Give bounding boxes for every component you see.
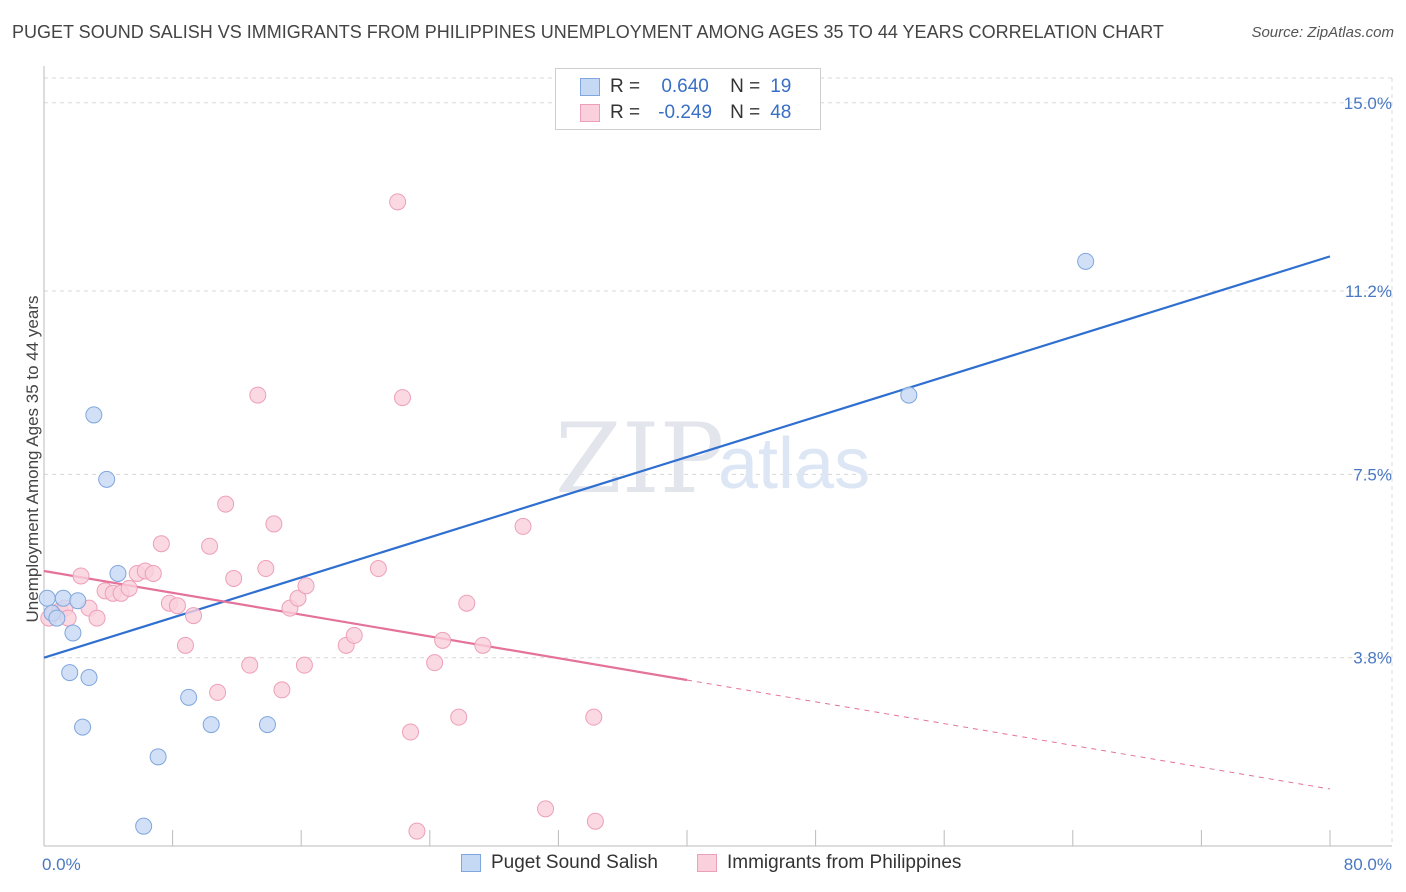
point-philippines — [474, 636, 492, 654]
series-label-salish: Puget Sound Salish — [491, 852, 658, 873]
point-salish — [48, 609, 66, 627]
point-salish — [80, 669, 98, 687]
y-tick-label: 3.8% — [1353, 649, 1392, 668]
point-philippines — [201, 537, 219, 555]
legend-row-salish: R = 0.640 N = 19 — [580, 75, 791, 99]
point-salish — [64, 624, 82, 642]
point-salish — [109, 564, 127, 582]
legend-n-label: N = — [730, 102, 761, 123]
point-salish — [98, 470, 116, 488]
point-philippines — [176, 636, 194, 654]
point-philippines — [72, 567, 90, 585]
legend-swatch-philippines — [580, 104, 600, 122]
point-philippines — [389, 193, 407, 211]
legend-r-label: R = — [610, 102, 641, 123]
legend-n-value: 48 — [770, 102, 792, 123]
point-philippines — [434, 631, 452, 649]
trendline-philippines-extension — [686, 679, 1331, 790]
point-philippines — [458, 594, 476, 612]
point-philippines — [586, 812, 604, 830]
point-philippines — [537, 800, 555, 818]
point-philippines — [120, 579, 138, 597]
trendline-salish — [43, 255, 1331, 659]
legend-r-value: -0.249 — [658, 102, 713, 123]
point-philippines — [144, 564, 162, 582]
ticks-layer: 3.8% 7.5% 11.2% 15.0% 0.0% 80.0% — [42, 94, 1392, 874]
points-layer — [38, 193, 1095, 840]
axes-layer — [43, 66, 1392, 847]
legend-r-value: 0.640 — [661, 76, 709, 97]
y-tick-label: 15.0% — [1344, 94, 1392, 113]
point-salish — [85, 406, 103, 424]
y-tick-label: 11.2% — [1345, 282, 1392, 301]
series-label-philippines: Immigrants from Philippines — [727, 852, 962, 873]
point-philippines — [257, 560, 275, 578]
point-salish — [258, 716, 276, 734]
point-salish — [61, 664, 79, 682]
point-salish — [54, 589, 72, 607]
series-legend-salish: Puget Sound Salish — [461, 852, 658, 874]
trendline-philippines — [43, 569, 688, 682]
point-philippines — [152, 535, 170, 553]
point-philippines — [426, 654, 444, 672]
chart-title: PUGET SOUND SALISH VS IMMIGRANTS FROM PH… — [12, 22, 1164, 42]
watermark-atlas: atlas — [718, 424, 870, 504]
point-philippines — [393, 389, 411, 407]
point-philippines — [249, 386, 267, 404]
point-philippines — [297, 577, 315, 595]
y-axis-label: Unemployment Among Ages 35 to 44 years — [23, 296, 42, 623]
watermark-zip: ZIP — [555, 403, 724, 515]
point-philippines — [88, 609, 106, 627]
point-philippines — [225, 569, 243, 587]
point-salish — [74, 718, 92, 736]
point-salish — [1077, 252, 1095, 270]
point-philippines — [209, 683, 227, 701]
point-philippines — [184, 607, 202, 625]
point-philippines — [295, 656, 313, 674]
legend-n-value: 19 — [770, 76, 792, 97]
legend-r-label: R = — [610, 76, 641, 97]
point-philippines — [514, 517, 532, 535]
series-legend: Puget Sound Salish Immigrants from Phili… — [0, 852, 1406, 878]
point-salish — [149, 748, 167, 766]
point-salish — [69, 592, 87, 610]
point-salish — [900, 386, 918, 404]
series-swatch-salish — [461, 854, 481, 872]
point-philippines — [402, 723, 420, 741]
series-swatch-philippines — [697, 854, 717, 872]
point-philippines — [450, 708, 468, 726]
x-tick-label: 80.0% — [1344, 855, 1392, 874]
y-tick-label: 7.5% — [1353, 465, 1392, 484]
point-philippines — [217, 495, 235, 513]
point-philippines — [241, 656, 259, 674]
series-legend-philippines: Immigrants from Philippines — [697, 852, 961, 874]
point-philippines — [265, 515, 283, 533]
point-philippines — [585, 708, 603, 726]
point-philippines — [408, 822, 426, 840]
legend-n-label: N = — [730, 76, 761, 97]
point-salish — [135, 817, 153, 835]
point-philippines — [273, 681, 291, 699]
watermark: ZIP atlas — [555, 403, 870, 515]
correlation-legend: R = 0.640 N = 19 R = -0.249 N = 48 — [555, 68, 821, 130]
point-salish — [180, 688, 198, 706]
source-credit: Source: ZipAtlas.com — [1251, 24, 1394, 41]
x-tick-label: 0.0% — [42, 855, 81, 874]
grid-layer — [44, 77, 1393, 846]
legend-row-philippines: R = -0.249 N = 48 — [580, 101, 791, 125]
point-philippines — [289, 589, 307, 607]
point-philippines — [345, 626, 363, 644]
point-philippines — [369, 560, 387, 578]
point-salish — [202, 716, 220, 734]
point-philippines — [168, 597, 186, 615]
trendlines-layer — [43, 255, 1331, 790]
legend-swatch-salish — [580, 78, 600, 96]
